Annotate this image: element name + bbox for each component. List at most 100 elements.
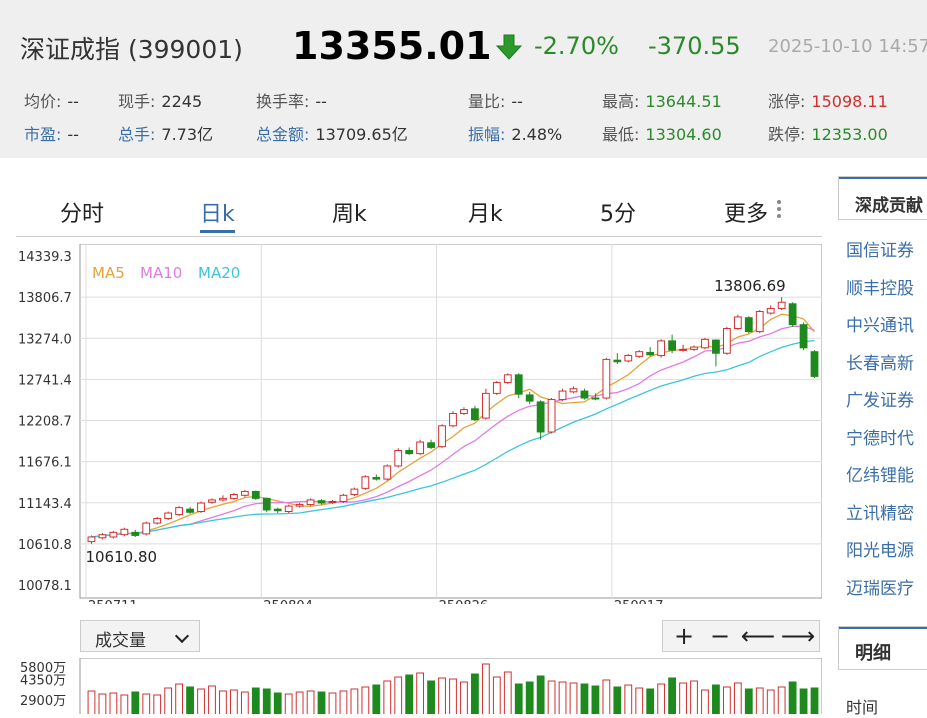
pan-left-button[interactable]: ⟵ (740, 622, 776, 650)
candle (405, 447, 414, 456)
candle (306, 498, 315, 507)
candle (481, 388, 490, 420)
volume-bar (755, 687, 764, 714)
tab-weekly-k[interactable]: 周k (332, 202, 367, 227)
candle-body (492, 382, 501, 394)
candle-body (339, 494, 348, 502)
stock-link[interactable]: 顺丰控股 (846, 279, 914, 299)
volume-bar (87, 690, 96, 714)
candle-body (788, 303, 797, 326)
candle (98, 533, 107, 540)
candle (646, 347, 655, 357)
tab-more[interactable]: 更多 (724, 202, 769, 227)
stat-total-volume[interactable]: 总手: 7.73亿 (118, 125, 214, 144)
x-tick-label: 250917 (614, 599, 664, 604)
volume-bar (591, 685, 600, 714)
candle-body (722, 328, 731, 354)
volume-bar (547, 680, 556, 714)
stat-amplitude[interactable]: 振幅: 2.48% (468, 125, 563, 144)
stat-volume-ratio: 量比: -- (468, 92, 523, 111)
candle (427, 439, 435, 449)
volume-bar (306, 690, 315, 714)
candle-body (120, 528, 129, 536)
candle-body (810, 351, 819, 377)
zoom-out-button[interactable]: − (709, 622, 731, 650)
chart-controls: + − ⟵ ⟶ (662, 620, 820, 652)
stat-amount[interactable]: 总金额: 13709.65亿 (256, 125, 408, 144)
candle (87, 535, 96, 544)
volume-bar (569, 682, 578, 714)
volume-bar (503, 671, 512, 714)
volume-bar (744, 688, 753, 714)
contribution-title: 深成贡献 (838, 176, 927, 220)
period-tabs: 分时 日k 周k 月k 5分 更多 (16, 188, 822, 236)
stock-link[interactable]: 迈瑞医疗 (846, 579, 914, 599)
tab-divider (16, 236, 822, 237)
candle (690, 345, 698, 351)
volume-bar (471, 673, 479, 714)
volume-bar (690, 680, 698, 714)
candle (142, 521, 151, 536)
candle (712, 339, 720, 367)
stock-link[interactable]: 亿纬锂能 (846, 466, 914, 486)
candlestick-chart[interactable]: 14339.3 13806.7 13274.0 12741.4 12208.7 11676… (16, 244, 822, 604)
candle-body (799, 324, 808, 349)
stock-link[interactable]: 广发证券 (846, 391, 914, 411)
candle-body (558, 390, 567, 401)
tab-daily-k[interactable]: 日k (200, 196, 235, 233)
volume-tick-label: 2900万 (20, 694, 66, 709)
stock-link[interactable]: 立讯精密 (846, 504, 914, 524)
stat-limit-up: 涨停: 15098.11 (768, 92, 888, 111)
legend-item: MA5 (92, 264, 125, 282)
candle (722, 326, 731, 355)
tab-5min[interactable]: 5分 (600, 202, 636, 227)
candle-body (744, 317, 753, 333)
candle (777, 297, 786, 310)
volume-bar (799, 688, 808, 714)
zoom-in-button[interactable]: + (673, 622, 695, 650)
y-tick-label: 12741.4 (18, 373, 72, 388)
stock-link[interactable]: 长春高新 (846, 354, 914, 374)
stock-link[interactable]: 宁德时代 (846, 429, 914, 449)
candle-body (229, 494, 238, 499)
candle (208, 498, 216, 504)
candle-body (525, 394, 534, 402)
candle (175, 506, 184, 517)
tab-intraday[interactable]: 分时 (60, 202, 105, 227)
candle (569, 386, 578, 394)
candle (251, 490, 260, 500)
volume-bar (679, 682, 687, 714)
stock-link[interactable]: 中兴通讯 (846, 316, 914, 336)
tab-monthly-k[interactable]: 月k (468, 202, 503, 227)
candle (525, 391, 534, 405)
stock-link[interactable]: 阳光电源 (846, 541, 914, 561)
y-tick-label: 11143.4 (18, 497, 72, 512)
candle (394, 448, 403, 468)
indicator-select[interactable]: 成交量 (80, 620, 200, 652)
candle (514, 373, 523, 399)
volume-bar (197, 688, 205, 714)
volume-bar (525, 681, 534, 714)
volume-bar (722, 686, 731, 714)
candle-body (591, 397, 600, 400)
volume-bar (109, 692, 118, 714)
legend-item: MA10 (140, 264, 182, 282)
pan-right-button[interactable]: ⟶ (780, 622, 816, 650)
candle (164, 511, 173, 520)
quote-header: 深证成指 (399001) 13355.01 -2.70% -370.55 20… (0, 0, 927, 158)
candle-body (679, 348, 687, 351)
y-tick-label: 10078.1 (18, 579, 72, 594)
volume-bar (361, 686, 370, 714)
candle (657, 339, 666, 358)
candle-body (547, 399, 556, 433)
volume-bar (558, 681, 567, 714)
candle-body (438, 425, 446, 448)
detail-tab[interactable]: 明细 (838, 626, 927, 670)
stat-pe[interactable]: 市盈: -- (24, 125, 79, 144)
y-tick-label: 14339.3 (18, 250, 72, 265)
volume-bar (514, 683, 523, 714)
candle-body (613, 359, 622, 363)
more-dots-icon[interactable] (776, 199, 782, 221)
stock-link[interactable]: 国信证券 (846, 241, 914, 261)
